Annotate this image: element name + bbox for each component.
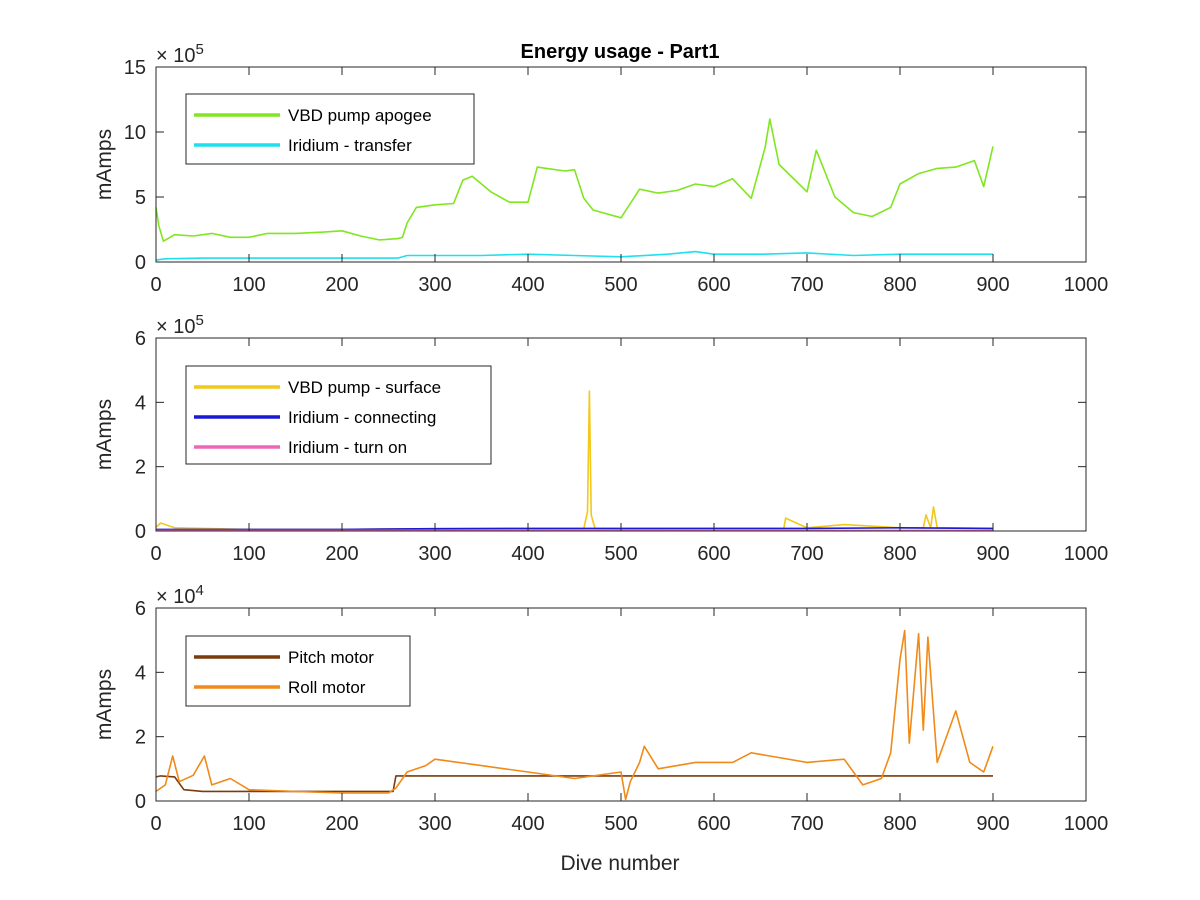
x-tick-label: 100 bbox=[232, 813, 265, 835]
x-tick-label: 300 bbox=[418, 543, 451, 565]
x-tick-label: 900 bbox=[976, 543, 1009, 565]
legend-box bbox=[185, 635, 411, 707]
legend-label: Roll motor bbox=[288, 678, 366, 697]
x-tick-label: 900 bbox=[976, 274, 1009, 296]
y-exponent-power: 5 bbox=[195, 312, 203, 329]
x-tick-label: 100 bbox=[232, 543, 265, 565]
series-line-iridium-connecting bbox=[156, 526, 994, 531]
x-tick-label: 700 bbox=[790, 813, 823, 835]
x-tick-label: 0 bbox=[150, 274, 161, 296]
y-axis-label: mAmps bbox=[93, 129, 116, 200]
x-tick-label: 700 bbox=[790, 274, 823, 296]
x-tick-label: 800 bbox=[883, 813, 916, 835]
y-tick-label: 2 bbox=[135, 457, 146, 479]
x-tick-label: 1000 bbox=[1064, 274, 1109, 296]
x-tick-label: 400 bbox=[511, 813, 544, 835]
x-tick-label: 500 bbox=[604, 274, 637, 296]
x-tick-label: 500 bbox=[604, 813, 637, 835]
y-axis-label: mAmps bbox=[93, 669, 116, 740]
legend-label: Iridium - turn on bbox=[288, 438, 407, 457]
x-tick-label: 1000 bbox=[1064, 813, 1109, 835]
y-tick-label: 0 bbox=[135, 252, 146, 274]
y-tick-label: 0 bbox=[135, 791, 146, 813]
y-tick-label: 6 bbox=[135, 328, 146, 350]
x-tick-label: 400 bbox=[511, 274, 544, 296]
y-tick-label: 6 bbox=[135, 598, 146, 620]
y-exponent-power: 4 bbox=[195, 582, 203, 599]
series-line-roll-motor bbox=[155, 629, 994, 801]
x-tick-label: 200 bbox=[325, 813, 358, 835]
x-tick-label: 600 bbox=[697, 543, 730, 565]
legend-label: Iridium - transfer bbox=[288, 136, 412, 155]
y-exponent-power: 5 bbox=[195, 41, 203, 58]
legend-label: Iridium - connecting bbox=[288, 408, 436, 427]
x-tick-label: 900 bbox=[976, 813, 1009, 835]
x-tick-label: 500 bbox=[604, 543, 637, 565]
x-tick-label: 600 bbox=[697, 274, 730, 296]
x-tick-label: 600 bbox=[697, 813, 730, 835]
y-tick-label: 0 bbox=[135, 521, 146, 543]
panel-top: 0 100 200 300 400 500 600 700 800 900 1000051015× … bbox=[93, 41, 1108, 296]
y-axis-label: mAmps bbox=[93, 399, 116, 470]
x-tick-label: 300 bbox=[418, 813, 451, 835]
x-tick-label: 700 bbox=[790, 543, 823, 565]
y-tick-label: 2 bbox=[135, 727, 146, 749]
x-tick-label: 400 bbox=[511, 543, 544, 565]
x-tick-label: 0 bbox=[150, 813, 161, 835]
x-axis-label: Dive number bbox=[560, 852, 679, 875]
series-line-iridium-transfer bbox=[155, 250, 993, 261]
legend-box bbox=[185, 93, 475, 165]
x-tick-label: 0 bbox=[150, 543, 161, 565]
y-tick-label: 10 bbox=[124, 122, 146, 144]
x-tick-label: 800 bbox=[883, 543, 916, 565]
legend-label: Pitch motor bbox=[288, 648, 374, 667]
x-tick-label: 200 bbox=[325, 543, 358, 565]
y-tick-label: 5 bbox=[135, 187, 146, 209]
x-tick-label: 300 bbox=[418, 274, 451, 296]
y-tick-label: 4 bbox=[135, 392, 146, 414]
x-tick-label: 1000 bbox=[1064, 543, 1109, 565]
figure-title: Energy usage - Part1 bbox=[521, 41, 720, 63]
x-tick-label: 200 bbox=[325, 274, 358, 296]
x-tick-label: 800 bbox=[883, 274, 916, 296]
series-line-vbd-pump-apogee bbox=[155, 118, 994, 242]
legend-label: VBD pump - surface bbox=[288, 378, 441, 397]
x-tick-label: 100 bbox=[232, 274, 265, 296]
y-tick-label: 4 bbox=[135, 662, 146, 684]
series-line-pitch-motor bbox=[155, 775, 993, 793]
legend-label: VBD pump apogee bbox=[288, 106, 432, 125]
y-tick-label: 15 bbox=[124, 57, 146, 79]
